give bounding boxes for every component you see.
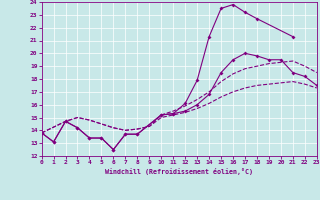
X-axis label: Windchill (Refroidissement éolien,°C): Windchill (Refroidissement éolien,°C) — [105, 168, 253, 175]
